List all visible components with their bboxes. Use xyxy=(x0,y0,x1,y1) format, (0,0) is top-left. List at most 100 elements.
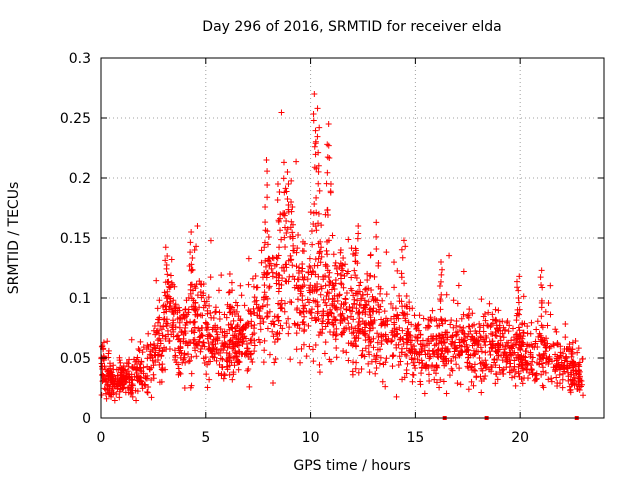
data-point xyxy=(427,314,434,321)
data-point xyxy=(278,236,285,243)
data-point xyxy=(515,344,522,351)
data-point xyxy=(261,289,268,296)
data-point xyxy=(241,302,248,309)
data-point xyxy=(295,276,302,283)
data-point xyxy=(383,291,390,298)
data-point xyxy=(295,296,302,303)
data-point xyxy=(547,311,554,318)
data-point xyxy=(160,316,167,323)
data-point xyxy=(316,124,323,131)
data-point xyxy=(482,342,489,349)
data-point xyxy=(119,385,126,392)
data-point xyxy=(288,208,295,215)
data-point xyxy=(553,374,560,381)
data-point xyxy=(186,357,193,364)
y-tick-label: 0.2 xyxy=(69,171,91,187)
data-point xyxy=(293,249,300,256)
data-point xyxy=(542,308,549,315)
data-point xyxy=(383,315,390,322)
x-tick-label: 20 xyxy=(511,430,529,446)
data-point xyxy=(469,363,476,370)
data-point xyxy=(473,373,480,380)
data-point xyxy=(466,306,473,313)
data-point xyxy=(513,336,520,343)
data-point xyxy=(251,309,258,316)
data-point xyxy=(524,360,531,367)
data-point xyxy=(288,199,295,205)
data-point xyxy=(464,343,471,350)
data-point xyxy=(351,296,358,303)
data-point xyxy=(566,341,573,348)
data-point xyxy=(477,360,484,367)
data-point xyxy=(438,259,445,265)
data-point xyxy=(338,281,345,288)
data-point xyxy=(383,249,390,256)
data-point xyxy=(314,301,321,308)
data-point xyxy=(546,356,553,363)
data-point xyxy=(316,369,323,376)
data-point xyxy=(396,353,403,360)
data-point xyxy=(361,353,368,360)
data-point xyxy=(550,364,557,371)
data-point xyxy=(126,371,133,378)
data-point xyxy=(398,246,405,253)
data-point xyxy=(296,264,303,271)
data-point xyxy=(476,354,483,361)
data-point xyxy=(356,282,363,289)
data-point xyxy=(522,357,529,364)
data-point xyxy=(212,341,219,348)
data-point xyxy=(391,319,398,326)
data-point xyxy=(437,298,444,305)
data-point xyxy=(164,327,171,334)
data-point xyxy=(432,370,439,377)
data-point xyxy=(464,312,471,319)
data-point xyxy=(176,369,183,376)
data-point xyxy=(367,305,374,312)
data-point xyxy=(431,376,438,383)
data-point xyxy=(197,281,204,287)
data-point xyxy=(102,378,109,385)
data-point xyxy=(405,328,412,335)
data-point xyxy=(324,289,331,296)
data-point xyxy=(144,389,151,396)
data-point xyxy=(441,362,448,369)
data-point xyxy=(495,352,502,359)
data-point xyxy=(457,381,464,388)
data-point xyxy=(273,261,280,268)
data-point xyxy=(500,334,507,341)
data-point xyxy=(275,317,282,324)
y-tick-label: 0.25 xyxy=(60,111,91,127)
data-point xyxy=(310,269,317,276)
data-point xyxy=(287,233,294,240)
data-point xyxy=(152,352,159,359)
data-point xyxy=(164,279,171,286)
data-point xyxy=(201,343,208,350)
data-point xyxy=(426,377,433,384)
data-point xyxy=(107,363,114,370)
data-point xyxy=(282,278,289,285)
data-point xyxy=(561,368,568,375)
data-point xyxy=(289,229,296,236)
data-point xyxy=(203,324,210,331)
data-point xyxy=(266,308,273,315)
data-point xyxy=(460,268,467,275)
data-point xyxy=(187,290,194,297)
data-point xyxy=(347,285,354,292)
data-point xyxy=(339,331,346,338)
data-point xyxy=(140,344,147,351)
data-point xyxy=(319,330,326,337)
data-point xyxy=(228,279,235,286)
data-point xyxy=(300,302,307,309)
data-point xyxy=(362,286,369,293)
data-point xyxy=(324,141,331,148)
data-point xyxy=(362,301,369,308)
data-point xyxy=(426,355,433,362)
data-point xyxy=(403,366,410,373)
data-point xyxy=(576,387,583,394)
data-point xyxy=(501,327,508,334)
data-point xyxy=(367,339,374,346)
axis-ticks xyxy=(100,57,604,419)
data-point xyxy=(339,262,346,269)
data-point xyxy=(526,369,533,376)
data-point xyxy=(333,325,340,332)
